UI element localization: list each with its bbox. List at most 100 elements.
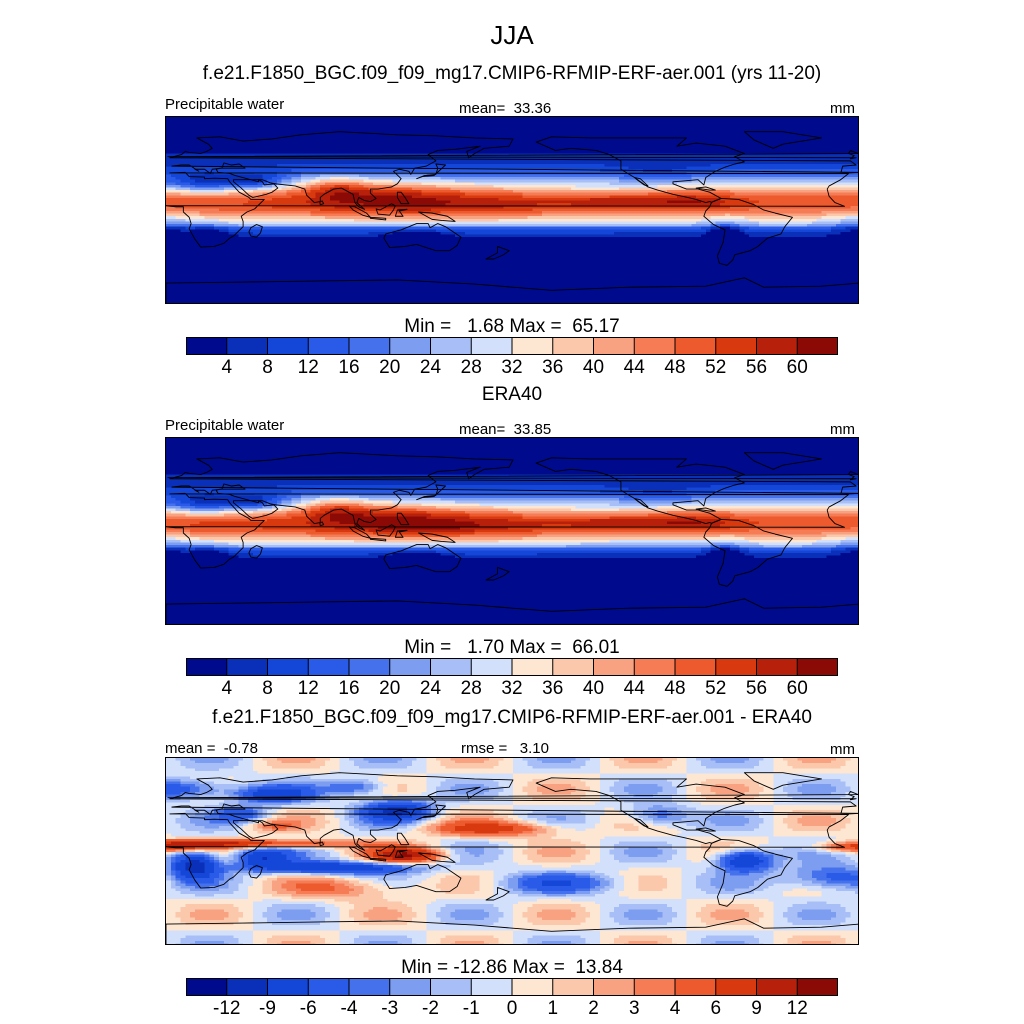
panel2-colorbar: [186, 658, 838, 676]
panel1-colorbar-box: [349, 337, 391, 355]
panel2-colorbar-box: [756, 658, 798, 676]
panel3-colorbar-box: [552, 978, 594, 996]
panel2-colorbar-box: [349, 658, 391, 676]
panel3-rmse: rmse = 3.10: [461, 740, 549, 757]
panel3-colorbar-tick-label: 3: [628, 998, 640, 1019]
panel3-colorbar: [186, 978, 838, 996]
panel3-map: [165, 757, 859, 945]
panel2-colorbar-tick-label: 56: [745, 678, 768, 699]
panel3-units: mm: [830, 741, 855, 758]
panel2-colorbar-tick-label: 16: [338, 678, 360, 699]
panel1-colorbar-tick-label: 8: [262, 357, 273, 378]
panel1-colorbar-box: [186, 337, 228, 355]
panel2-colorbar-ticks: 4 8 12 16 20 24 28 32 36 40 44 48 52 56 60: [186, 679, 838, 699]
panel1-colorbar-tick-label: 44: [623, 357, 645, 378]
panel2-colorbar-tick-label: 44: [623, 678, 645, 699]
panel1-colorbar-box: [430, 337, 472, 355]
panel3-colorbar-box: [308, 978, 350, 996]
panel3-minmax: Min = -12.86 Max = 13.84: [401, 957, 623, 978]
panel2-colorbar-box: [267, 658, 309, 676]
figure-title: JJA: [490, 20, 534, 50]
panel2-mean: mean= 33.85: [459, 421, 552, 438]
panel1-colorbar-box: [715, 337, 757, 355]
panel3-colorbar-frame: [186, 978, 838, 996]
panel1-mean: mean= 33.36: [459, 100, 552, 117]
panel3-contour-fill: [166, 758, 858, 944]
panel3-colorbar-tick-label: -6: [299, 998, 317, 1019]
panel2-colorbar-tick-label: 32: [501, 678, 523, 699]
panel1-colorbar-box: [634, 337, 676, 355]
panel2-title: ERA40: [481, 384, 543, 405]
panel1-colorbar-tick-label: 32: [501, 357, 523, 378]
panel1-colorbar-box: [675, 337, 717, 355]
panel2-colorbar-box: [675, 658, 717, 676]
panel1-colorbar-box: [267, 337, 309, 355]
panel2-colorbar-tick-label: 52: [705, 678, 727, 699]
panel2-coastlines: [166, 452, 858, 624]
panel3-colorbar-tick-label: 9: [751, 998, 762, 1019]
panel3-coastlines: [166, 772, 858, 944]
panel3-colorbar-box: [756, 978, 798, 996]
panel1-colorbar-frame: [186, 337, 838, 355]
panel3-colorbar-box: [430, 978, 472, 996]
panel1-colorbar-tick-label: 24: [419, 357, 442, 378]
panel1-title: f.e21.F1850_BGC.f09_f09_mg17.CMIP6-RFMIP…: [202, 63, 822, 84]
panel3-colorbar-ticks: -12 -9 -6 -4 -3 -2 -1 0 1 2 3 4 6 9 12: [186, 999, 838, 1019]
panel1-map-svg: [166, 117, 858, 303]
panel1-colorbar-tick-label: 40: [582, 357, 605, 378]
panel3-colorbar-box: [715, 978, 757, 996]
panel2-colorbar-box: [634, 658, 676, 676]
panel1-colorbar-box: [552, 337, 594, 355]
panel2-variable-label: Precipitable water: [165, 417, 285, 434]
panel1-colorbar-box: [512, 337, 554, 355]
panel3-colorbar-tick-label: -2: [422, 998, 439, 1019]
panel1-minmax: Min = 1.68 Max = 65.17: [404, 316, 620, 337]
panel3-colorbar-tick-label: -3: [381, 998, 399, 1019]
panel2-map: [165, 437, 859, 625]
panel3-colorbar-tick-label: 6: [710, 998, 722, 1019]
panel1-colorbar-box: [593, 337, 635, 355]
panel1-coastlines: [166, 131, 858, 303]
panel2-minmax: Min = 1.70 Max = 66.01: [404, 637, 620, 658]
panel1-colorbar-box: [226, 337, 268, 355]
panel3-colorbar-tick-label: -1: [462, 998, 480, 1019]
panel3-colorbar-tick-label: 2: [588, 998, 599, 1019]
panel2-units: mm: [830, 421, 855, 438]
panel3-colorbar-box: [797, 978, 838, 996]
panel3-colorbar-box: [512, 978, 554, 996]
panel3-colorbar-box: [593, 978, 635, 996]
panel2-colorbar-box: [797, 658, 838, 676]
panel3-colorbar-tick-label: -12: [213, 998, 241, 1019]
panel3-colorbar-box: [267, 978, 309, 996]
panel2-colorbar-tick-label: 60: [786, 678, 808, 699]
panel2-colorbar-tick-label: 28: [460, 678, 482, 699]
panel3-title: f.e21.F1850_BGC.f09_f09_mg17.CMIP6-RFMIP…: [212, 707, 812, 728]
panel2-colorbar-box: [226, 658, 268, 676]
panel3-colorbar-tick-label: 4: [669, 998, 681, 1019]
panel1-variable-label: Precipitable water: [165, 96, 285, 113]
panel1-colorbar-ticks: 4 8 12 16 20 24 28 32 36 40 44 48 52 56 60: [186, 358, 838, 378]
panel3-colorbar-tick-label: 0: [506, 998, 518, 1019]
panel1-units: mm: [830, 100, 855, 117]
panel1-colorbar-box: [389, 337, 431, 355]
panel1-colorbar-tick-label: 20: [379, 357, 401, 378]
panel1-colorbar: [186, 337, 838, 355]
panel3-colorbar-box: [226, 978, 268, 996]
panel3-colorbar-tick-label: -9: [259, 998, 276, 1019]
panel2-colorbar-tick-label: 8: [262, 678, 273, 699]
panel2-colorbar-box: [430, 658, 472, 676]
panel2-contour-fill: [166, 438, 858, 624]
panel1-colorbar-tick-label: 36: [542, 357, 564, 378]
panel3-colorbar-box: [471, 978, 513, 996]
panel3-colorbar-tick-label: -4: [340, 998, 358, 1019]
panel3-map-svg: [166, 758, 858, 944]
panel2-colorbar-box: [471, 658, 513, 676]
panel1-colorbar-box: [308, 337, 350, 355]
panel2-colorbar-box: [186, 658, 228, 676]
panel1-map: [165, 116, 859, 304]
panel1-colorbar-tick-label: 56: [745, 357, 768, 378]
panel2-colorbar-tick-label: 48: [664, 678, 686, 699]
panel2-colorbar-tick-label: 12: [297, 678, 319, 699]
panel3-colorbar-tick-label: 1: [547, 998, 559, 1019]
panel3-mean: mean = -0.78: [165, 740, 258, 757]
